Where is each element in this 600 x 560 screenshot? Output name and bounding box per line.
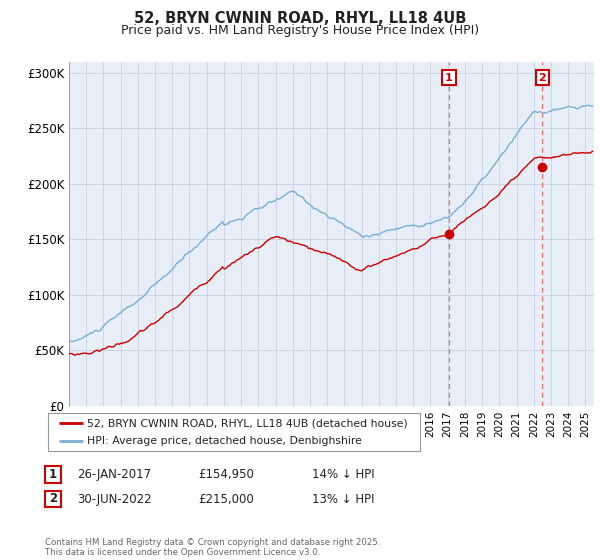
Text: 13% ↓ HPI: 13% ↓ HPI bbox=[312, 493, 374, 506]
Text: 1: 1 bbox=[445, 73, 453, 83]
Text: 2: 2 bbox=[49, 492, 57, 506]
Text: 30-JUN-2022: 30-JUN-2022 bbox=[77, 493, 151, 506]
Text: Price paid vs. HM Land Registry's House Price Index (HPI): Price paid vs. HM Land Registry's House … bbox=[121, 24, 479, 36]
Text: 26-JAN-2017: 26-JAN-2017 bbox=[77, 468, 151, 482]
Text: £154,950: £154,950 bbox=[198, 468, 254, 482]
Text: Contains HM Land Registry data © Crown copyright and database right 2025.
This d: Contains HM Land Registry data © Crown c… bbox=[45, 538, 380, 557]
Text: 1: 1 bbox=[49, 468, 57, 481]
Text: 52, BRYN CWNIN ROAD, RHYL, LL18 4UB: 52, BRYN CWNIN ROAD, RHYL, LL18 4UB bbox=[134, 11, 466, 26]
Text: 14% ↓ HPI: 14% ↓ HPI bbox=[312, 468, 374, 482]
Text: 52, BRYN CWNIN ROAD, RHYL, LL18 4UB (detached house): 52, BRYN CWNIN ROAD, RHYL, LL18 4UB (det… bbox=[87, 418, 408, 428]
Text: HPI: Average price, detached house, Denbighshire: HPI: Average price, detached house, Denb… bbox=[87, 436, 362, 446]
Text: 2: 2 bbox=[538, 73, 546, 83]
Text: £215,000: £215,000 bbox=[198, 493, 254, 506]
